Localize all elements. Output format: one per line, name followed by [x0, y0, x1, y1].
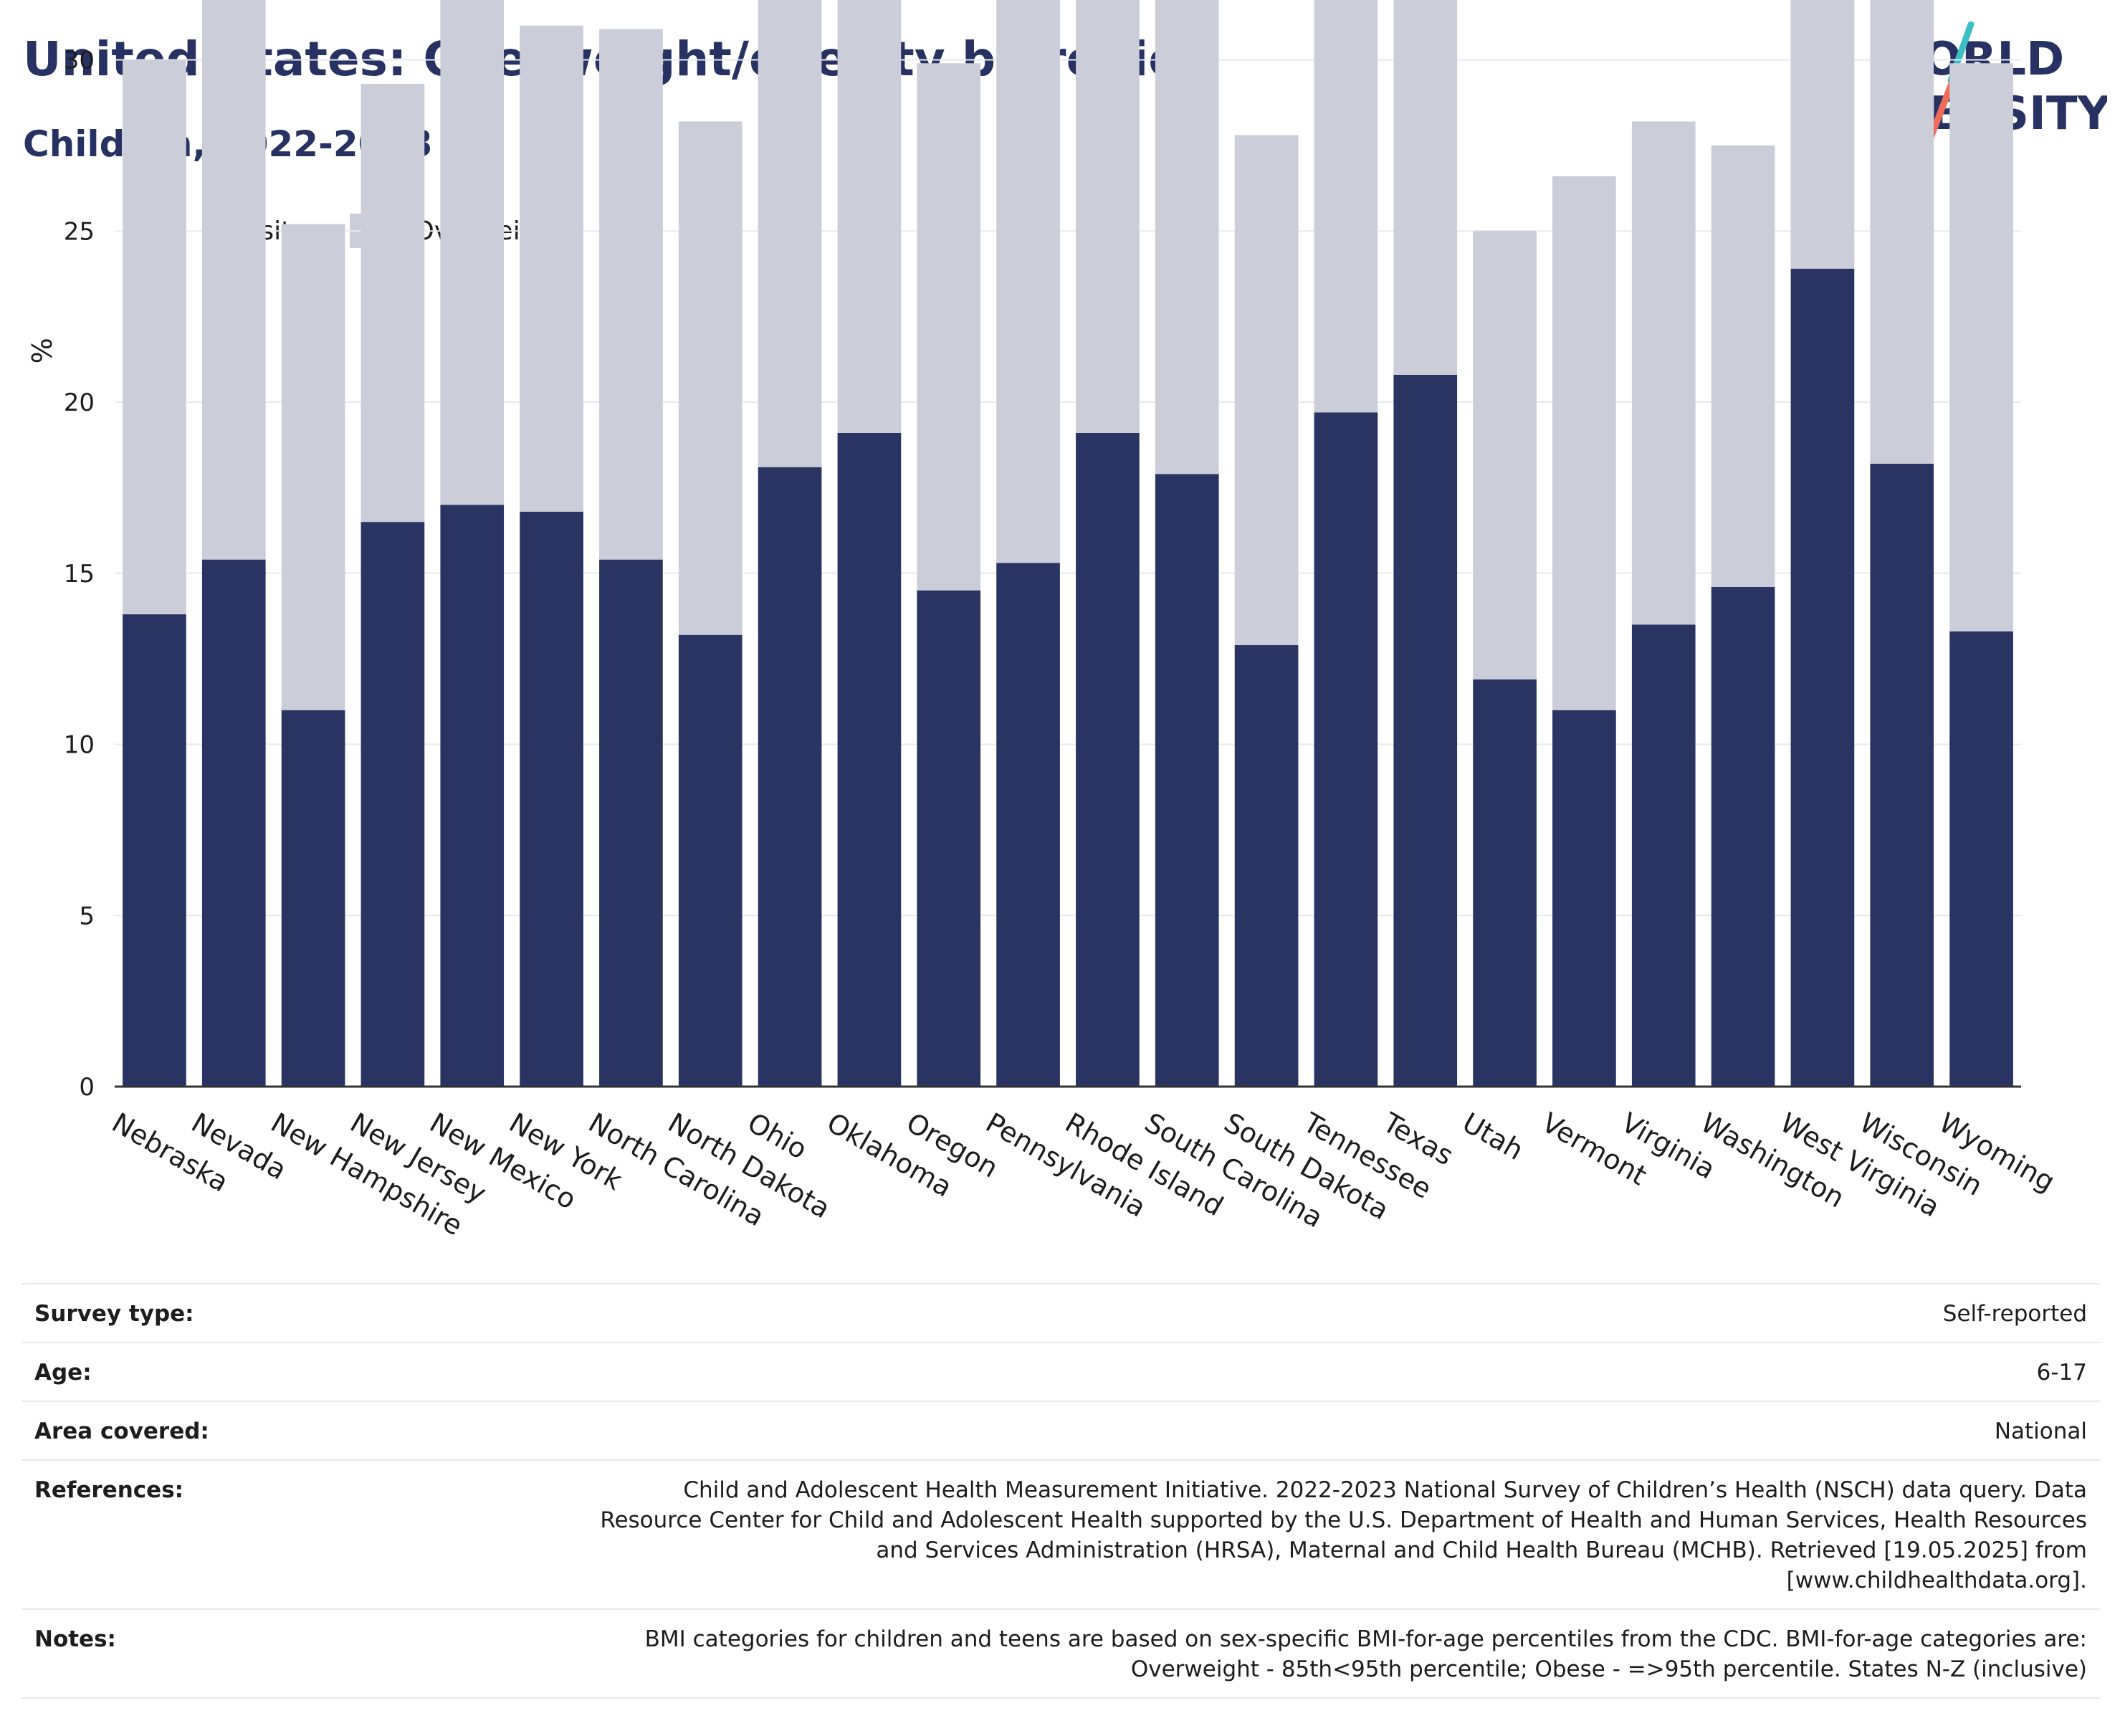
- y-tick-label: 10: [64, 731, 95, 760]
- info-value: 6-17: [2036, 1360, 2087, 1386]
- y-axis-label: %: [27, 338, 58, 363]
- bar-overweight: [1790, 0, 1855, 269]
- y-tick-label: 5: [79, 902, 95, 930]
- info-row-area-covered: Area covered: National: [22, 1401, 2100, 1459]
- bar-overweight: [1711, 145, 1775, 587]
- info-value: Self-reported: [1942, 1301, 2087, 1327]
- y-tick-label: 0: [79, 1073, 95, 1102]
- bar-obesity: [1949, 631, 2013, 1087]
- bar-overweight: [837, 0, 902, 433]
- bar-obesity: [1870, 463, 1934, 1087]
- bar-obesity: [917, 590, 981, 1087]
- bar-obesity: [1076, 432, 1140, 1087]
- bar-overweight: [201, 0, 266, 560]
- bar-obesity: [361, 522, 425, 1087]
- bar-obesity: [1155, 474, 1219, 1087]
- bar-obesity: [758, 467, 822, 1087]
- y-tick-label: 15: [64, 560, 95, 588]
- bar-obesity: [201, 559, 266, 1087]
- bar-overweight: [758, 0, 822, 467]
- bar-overweight: [1631, 121, 1696, 625]
- bar-obesity: [678, 634, 743, 1087]
- bar-overweight: [281, 224, 345, 710]
- bar-overweight: [1870, 0, 1934, 464]
- y-tick-label: 25: [64, 217, 95, 246]
- bar-overweight: [1552, 176, 1616, 710]
- bar-obesity: [1393, 374, 1458, 1087]
- info-row-notes: Notes: BMI categories for children and t…: [22, 1608, 2100, 1699]
- bar-overweight: [1949, 63, 2013, 631]
- info-table: Survey type: Self-reported Age: 6-17 Are…: [22, 1283, 2100, 1699]
- bar-overweight: [599, 29, 663, 560]
- bar-overweight: [1076, 0, 1140, 433]
- info-value: Child and Adolescent Health Measurement …: [600, 1477, 2087, 1593]
- info-value: National: [1994, 1418, 2087, 1444]
- bar-overweight: [1234, 135, 1299, 646]
- bar-overweight: [440, 0, 505, 505]
- bar-overweight: [917, 63, 981, 591]
- bar-obesity: [599, 559, 663, 1087]
- info-row-survey-type: Survey type: Self-reported: [22, 1283, 2100, 1342]
- bar-obesity: [1790, 268, 1855, 1087]
- bar-overweight: [996, 0, 1060, 563]
- bar-obesity: [440, 505, 505, 1087]
- bar-obesity: [1234, 645, 1299, 1087]
- bar-obesity: [996, 563, 1060, 1087]
- info-label: References:: [34, 1477, 184, 1503]
- bar-obesity: [1314, 412, 1378, 1087]
- info-label: Age:: [34, 1360, 92, 1386]
- bar-overweight: [1393, 0, 1458, 375]
- bar-overweight: [123, 59, 186, 615]
- bar-obesity: [1711, 586, 1775, 1087]
- info-row-references: References: Child and Adolescent Health …: [22, 1459, 2100, 1608]
- bar-overweight: [520, 25, 583, 512]
- bar-obesity: [520, 511, 583, 1087]
- y-tick-label: 20: [64, 388, 95, 417]
- info-label: Survey type:: [34, 1301, 194, 1327]
- bar-overweight: [1473, 231, 1537, 679]
- bar-overweight: [1314, 0, 1378, 413]
- bar-obesity: [1552, 710, 1616, 1087]
- info-label: Area covered:: [34, 1418, 209, 1444]
- bar-overweight: [1155, 0, 1219, 474]
- x-tick-label: Utah: [1457, 1107, 1529, 1166]
- info-label: Notes:: [34, 1626, 116, 1652]
- info-row-age: Age: 6-17: [22, 1342, 2100, 1401]
- info-value: BMI categories for children and teens ar…: [644, 1626, 2087, 1682]
- bar-obesity: [837, 432, 902, 1087]
- bar-obesity: [1631, 624, 1696, 1087]
- bar-obesity: [1473, 679, 1537, 1087]
- bar-overweight: [678, 121, 743, 635]
- bar-overweight: [361, 83, 425, 523]
- bar-obesity: [281, 710, 345, 1087]
- bar-obesity: [123, 614, 186, 1087]
- y-tick-label: 30: [64, 47, 95, 75]
